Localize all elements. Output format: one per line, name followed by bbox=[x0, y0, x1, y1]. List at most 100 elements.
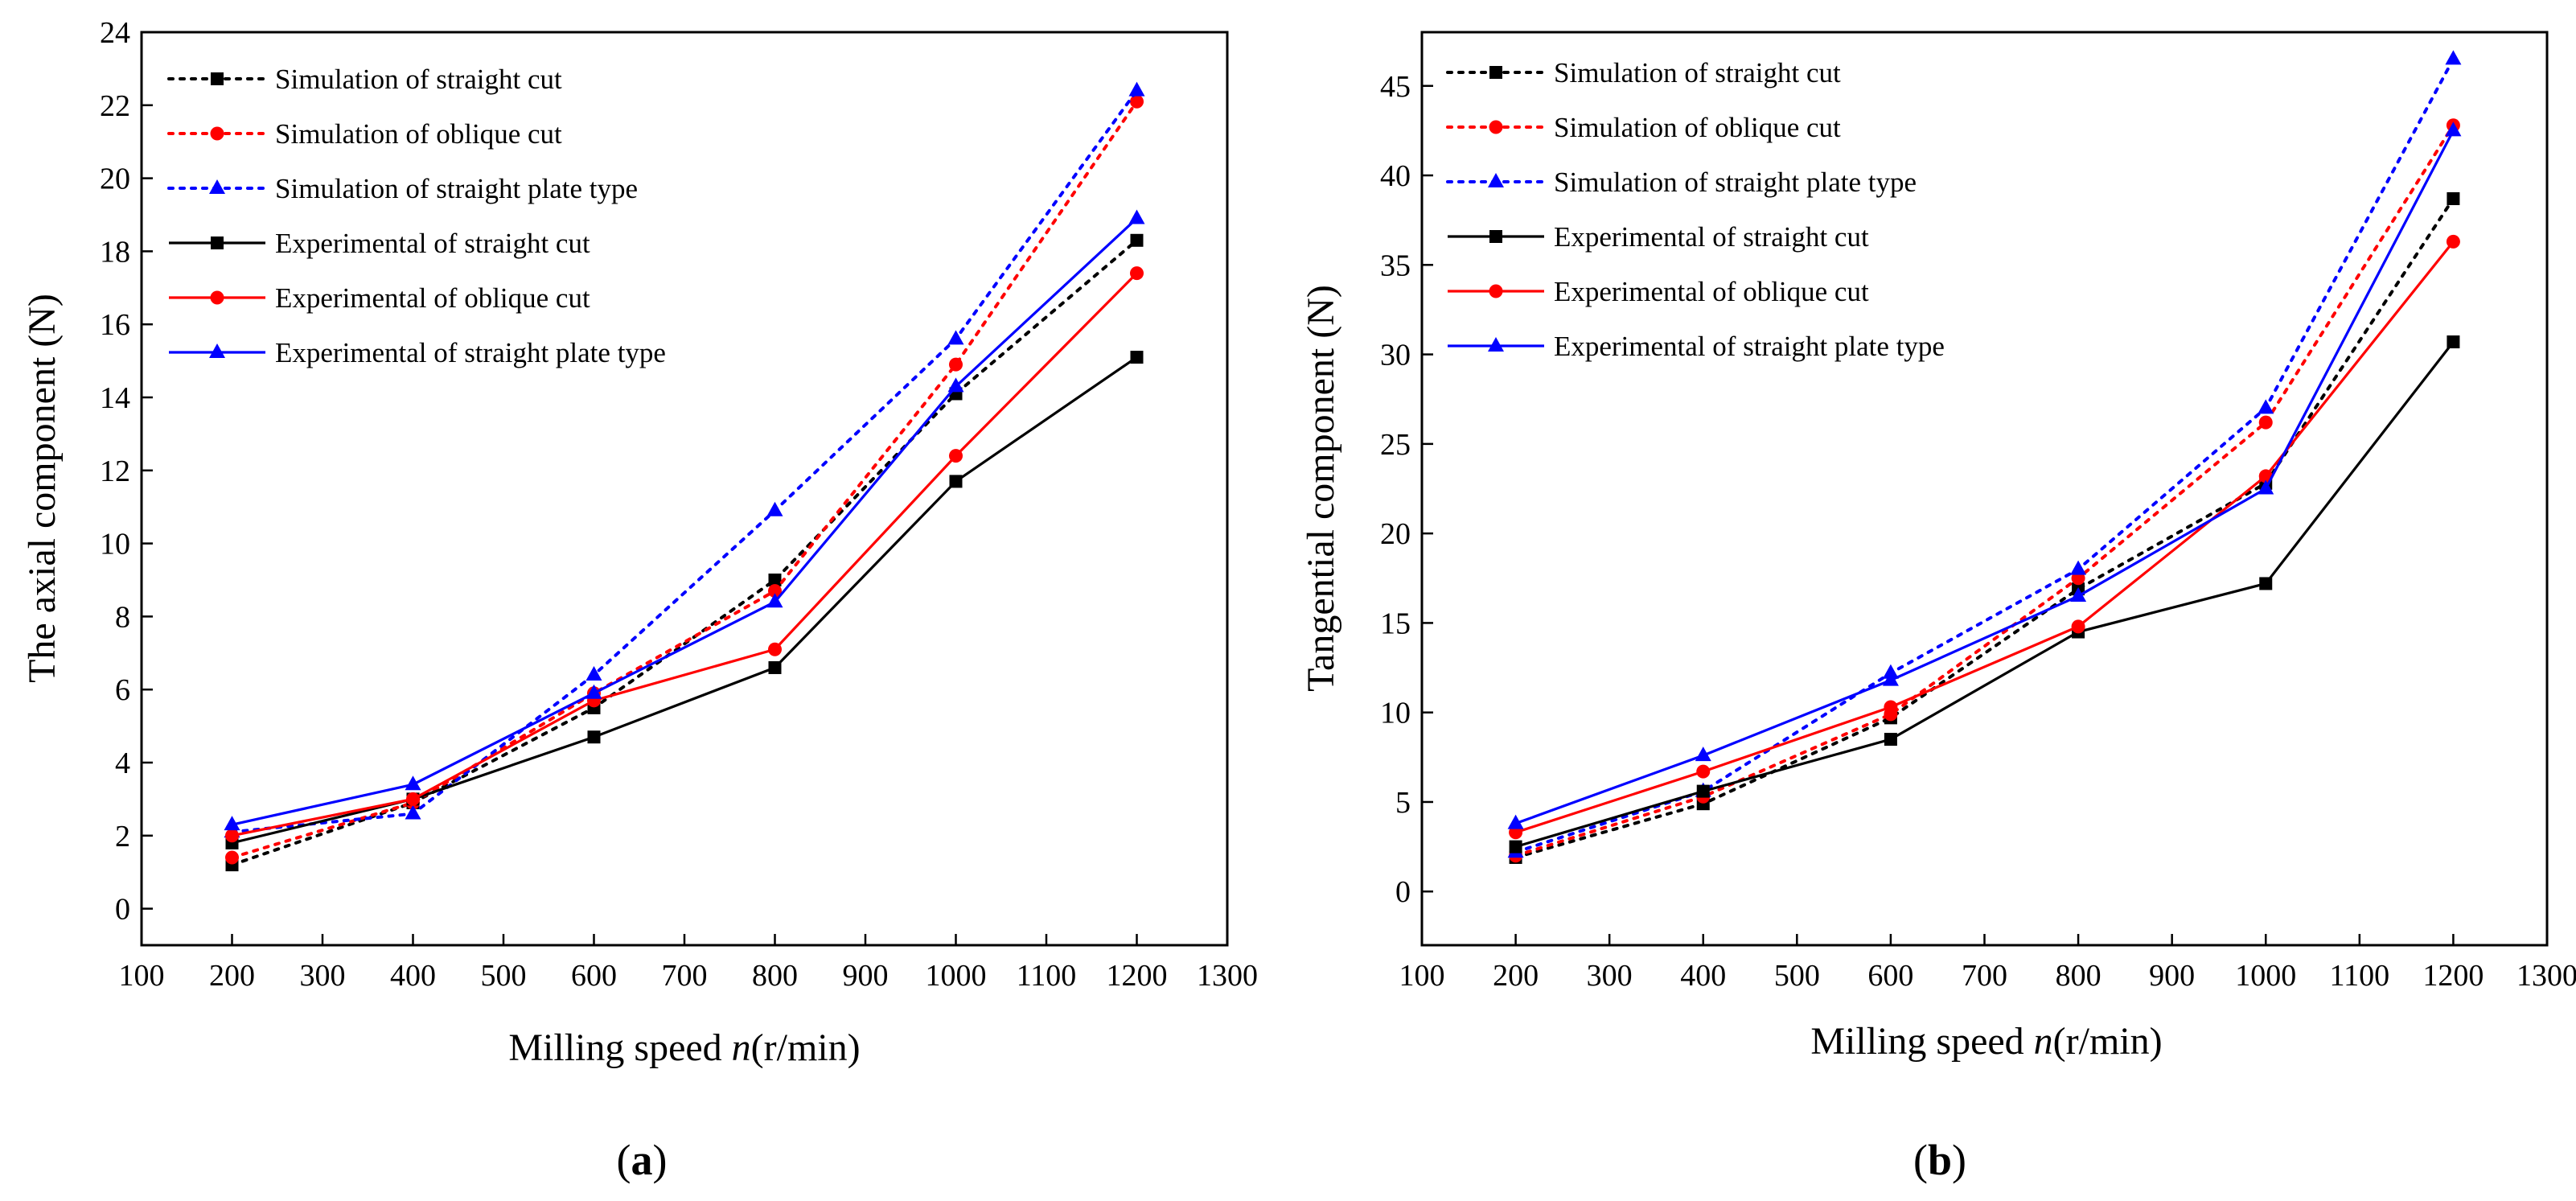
data-point-simulation-of-oblique-cut bbox=[1130, 94, 1144, 109]
x-tick-label: 1300 bbox=[2516, 959, 2576, 993]
x-tick-label: 1100 bbox=[1017, 959, 1077, 993]
x-tick-label: 1000 bbox=[2235, 959, 2296, 993]
legend-label: Experimental of straight plate type bbox=[275, 337, 666, 368]
data-point-experimental-of-straight-cut bbox=[1884, 733, 1897, 747]
data-point-experimental-of-straight-cut bbox=[1696, 784, 1710, 798]
y-tick-label: 15 bbox=[1380, 607, 1411, 640]
data-point-simulation-of-straight-plate-type bbox=[585, 666, 602, 681]
series-line-experimental-of-straight-cut bbox=[232, 356, 1138, 845]
data-point-simulation-of-straight-plate-type bbox=[405, 804, 421, 820]
legend-label: Simulation of oblique cut bbox=[275, 118, 562, 150]
series-line-experimental-of-oblique-cut bbox=[232, 272, 1138, 837]
legend-marker-simulation-of-oblique-cut bbox=[1489, 120, 1503, 134]
legend-marker-simulation-of-oblique-cut bbox=[210, 126, 224, 141]
data-point-experimental-of-oblique-cut bbox=[1130, 266, 1144, 281]
x-tick-label: 700 bbox=[662, 959, 708, 993]
x-tick-label: 300 bbox=[300, 959, 346, 993]
data-point-simulation-of-oblique-cut bbox=[768, 584, 782, 598]
x-tick-label: 900 bbox=[2149, 959, 2195, 993]
data-point-experimental-of-straight-cut bbox=[2447, 335, 2460, 349]
chart-panel-a: 100 200 300 400 500 600 700 800 900 1000 1100 1200 1… bbox=[21, 16, 1258, 1184]
data-point-experimental-of-straight-plate-type bbox=[1128, 209, 1145, 224]
data-point-simulation-of-oblique-cut bbox=[225, 850, 239, 865]
x-tick-label: 500 bbox=[1774, 959, 1820, 993]
y-tick-label: 0 bbox=[115, 893, 130, 927]
legend-label: Experimental of straight cut bbox=[275, 228, 590, 259]
y-tick-label: 10 bbox=[1380, 697, 1411, 730]
data-point-experimental-of-straight-plate-type bbox=[947, 377, 964, 393]
legend-marker-experimental-of-oblique-cut bbox=[1489, 284, 1503, 298]
y-tick-label: 5 bbox=[1395, 786, 1411, 820]
data-point-simulation-of-straight-plate-type bbox=[947, 330, 964, 345]
x-tick-label: 100 bbox=[1399, 959, 1445, 993]
x-tick-label: 1200 bbox=[1107, 959, 1168, 993]
x-tick-label: 300 bbox=[1587, 959, 1633, 993]
panel-label-b: (b) bbox=[1913, 1136, 1966, 1184]
data-point-experimental-of-straight-cut bbox=[1509, 840, 1522, 853]
series-line-experimental-of-oblique-cut bbox=[1515, 241, 2455, 834]
y-tick-label: 2 bbox=[115, 820, 130, 853]
legend-marker-experimental-of-straight-plate-type bbox=[209, 343, 225, 358]
x-tick-label: 600 bbox=[571, 959, 617, 993]
y-tick-label: 8 bbox=[115, 600, 130, 634]
data-point-experimental-of-straight-cut bbox=[587, 730, 601, 744]
data-point-experimental-of-straight-cut bbox=[2259, 577, 2273, 590]
plot-area-a: 100 200 300 400 500 600 700 800 900 1000 1100 1200 1… bbox=[100, 16, 1258, 993]
x-tick-label: 900 bbox=[843, 959, 889, 993]
x-tick-label: 800 bbox=[2056, 959, 2101, 993]
data-point-simulation-of-straight-plate-type bbox=[766, 501, 783, 516]
data-point-experimental-of-oblique-cut bbox=[225, 829, 239, 843]
y-tick-label: 40 bbox=[1380, 159, 1411, 193]
y-axis-label: Tangential component (N) bbox=[1300, 285, 1342, 692]
legend-label: Experimental of straight plate type bbox=[1554, 331, 1945, 362]
x-tick-label: 200 bbox=[1493, 959, 1539, 993]
chart-panel-b: 100 200 300 400 500 600 700 800 900 1000 1100 1200 1… bbox=[1300, 31, 2576, 1184]
y-tick-label: 20 bbox=[1380, 517, 1411, 551]
x-tick-label: 400 bbox=[1680, 959, 1726, 993]
data-point-experimental-of-oblique-cut bbox=[2446, 234, 2460, 249]
data-point-experimental-of-straight-plate-type bbox=[405, 775, 421, 791]
data-point-experimental-of-oblique-cut bbox=[2071, 619, 2085, 634]
legend-label: Simulation of straight cut bbox=[275, 64, 562, 95]
legend-marker-experimental-of-oblique-cut bbox=[210, 290, 224, 305]
x-axis-label: Milling speed n(r/min) bbox=[1810, 1020, 2162, 1063]
y-tick-label: 35 bbox=[1380, 249, 1411, 282]
panel-label-a: (a) bbox=[617, 1136, 668, 1184]
legend-label: Simulation of oblique cut bbox=[1554, 112, 1841, 143]
data-point-experimental-of-straight-plate-type bbox=[585, 684, 602, 699]
data-point-experimental-of-straight-plate-type bbox=[2258, 479, 2274, 495]
data-point-simulation-of-straight-cut bbox=[1130, 233, 1144, 247]
y-tick-label: 22 bbox=[100, 89, 130, 123]
y-tick-label: 10 bbox=[100, 528, 130, 561]
y-tick-label: 16 bbox=[100, 308, 130, 342]
series-line-experimental-of-straight-plate-type bbox=[232, 217, 1138, 826]
y-tick-label: 20 bbox=[100, 162, 130, 196]
series-line-simulation-of-straight-cut bbox=[230, 238, 1139, 867]
series-line-experimental-of-straight-plate-type bbox=[1515, 130, 2455, 825]
data-point-experimental-of-straight-plate-type bbox=[224, 816, 240, 831]
x-tick-label: 1300 bbox=[1197, 959, 1258, 993]
data-point-experimental-of-oblique-cut bbox=[1696, 764, 1711, 779]
y-tick-label: 25 bbox=[1380, 428, 1411, 462]
y-axis-label: The axial component (N) bbox=[21, 294, 64, 683]
data-point-simulation-of-straight-plate-type bbox=[2258, 399, 2274, 414]
x-tick-label: 500 bbox=[481, 959, 527, 993]
data-point-experimental-of-straight-cut bbox=[1130, 351, 1144, 364]
plot-area-b: 100 200 300 400 500 600 700 800 900 1000 1100 1200 1… bbox=[1380, 50, 2576, 993]
y-tick-label: 45 bbox=[1380, 70, 1411, 104]
data-point-experimental-of-oblique-cut bbox=[1884, 700, 1898, 714]
data-point-experimental-of-straight-plate-type bbox=[2445, 121, 2462, 137]
data-point-experimental-of-oblique-cut bbox=[406, 792, 420, 806]
data-point-experimental-of-straight-plate-type bbox=[1695, 747, 1711, 762]
y-tick-label: 6 bbox=[115, 673, 130, 707]
legend-marker-simulation-of-straight-plate-type bbox=[209, 179, 225, 194]
data-point-simulation-of-straight-plate-type bbox=[2445, 50, 2462, 65]
y-tick-label: 14 bbox=[100, 381, 130, 415]
data-point-simulation-of-straight-cut bbox=[2447, 191, 2460, 205]
data-point-experimental-of-straight-plate-type bbox=[1882, 671, 1899, 686]
data-point-experimental-of-straight-plate-type bbox=[2070, 587, 2087, 603]
series-line-simulation-of-straight-plate-type bbox=[1514, 57, 2455, 854]
legend-marker-experimental-of-straight-cut bbox=[211, 236, 224, 249]
y-tick-label: 18 bbox=[100, 235, 130, 269]
